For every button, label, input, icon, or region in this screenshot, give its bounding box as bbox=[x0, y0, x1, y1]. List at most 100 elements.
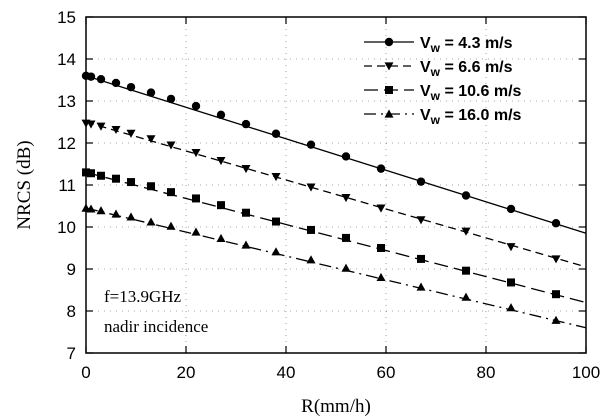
data-point bbox=[271, 129, 281, 138]
data-point bbox=[146, 217, 156, 226]
data-point bbox=[306, 183, 316, 192]
data-point bbox=[377, 244, 385, 252]
data-point bbox=[342, 233, 350, 242]
data-point bbox=[111, 209, 121, 218]
data-point bbox=[127, 178, 135, 187]
data-point bbox=[551, 315, 561, 324]
data-point bbox=[506, 204, 516, 214]
data-point bbox=[341, 152, 351, 161]
data-point bbox=[111, 78, 121, 88]
legend: Vw = 4.3 m/s Vw = 6.6 m/s Vw = 10.6 m/s Vw … bbox=[364, 35, 522, 127]
data-point bbox=[96, 122, 106, 131]
data-point bbox=[552, 290, 560, 299]
series-line bbox=[85, 207, 587, 329]
y-tick-label: 7 bbox=[67, 344, 76, 363]
legend-label: Vw = 16.0 m/s bbox=[420, 107, 522, 127]
grid-lines bbox=[86, 17, 586, 353]
y-tick-label: 9 bbox=[67, 260, 76, 279]
data-point bbox=[341, 194, 351, 203]
data-point bbox=[306, 255, 316, 264]
data-point bbox=[506, 243, 516, 252]
data-point bbox=[216, 110, 226, 120]
legend-marker bbox=[385, 86, 393, 94]
data-point bbox=[146, 88, 156, 97]
y-tick-label: 13 bbox=[57, 92, 76, 111]
data-point bbox=[461, 227, 471, 236]
data-point bbox=[417, 254, 425, 263]
data-point bbox=[341, 263, 351, 272]
data-point bbox=[306, 140, 316, 149]
data-point bbox=[271, 173, 281, 182]
legend-label: Vw = 6.6 m/s bbox=[420, 59, 513, 79]
y-tick-label: 14 bbox=[57, 50, 76, 69]
frequency-annotation: f=13.9GHz bbox=[104, 287, 182, 306]
data-point bbox=[146, 135, 156, 144]
data-point bbox=[506, 303, 516, 312]
data-point bbox=[416, 216, 426, 225]
axis-ticks bbox=[85, 16, 587, 354]
incidence-annotation: nadir incidence bbox=[104, 317, 208, 336]
data-point bbox=[111, 125, 121, 135]
series-line bbox=[85, 121, 587, 268]
data-point bbox=[507, 278, 515, 287]
data-point bbox=[87, 169, 95, 178]
data-point bbox=[217, 201, 225, 210]
legend-marker bbox=[384, 109, 394, 118]
data-point bbox=[126, 129, 136, 138]
data-point bbox=[112, 174, 120, 183]
x-tick-label: 60 bbox=[377, 363, 396, 382]
data-point bbox=[462, 266, 470, 275]
data-point bbox=[416, 282, 426, 291]
data-point bbox=[192, 194, 200, 203]
x-tick-label: 40 bbox=[277, 363, 296, 382]
data-point bbox=[551, 255, 561, 264]
data-point bbox=[241, 165, 251, 174]
data-point bbox=[376, 204, 386, 213]
y-tick-label: 8 bbox=[67, 302, 76, 321]
data-point bbox=[461, 191, 471, 200]
data-point bbox=[191, 149, 201, 158]
data-point bbox=[86, 204, 96, 213]
x-axis-title: R(mm/h) bbox=[301, 396, 371, 417]
data-point bbox=[97, 171, 105, 180]
y-axis-title: NRCS (dB) bbox=[14, 140, 35, 229]
data-point bbox=[271, 247, 281, 256]
data-point bbox=[86, 72, 96, 81]
data-point bbox=[147, 182, 155, 191]
data-point bbox=[461, 292, 471, 301]
data-point bbox=[126, 82, 136, 92]
legend-label: Vw = 4.3 m/s bbox=[420, 35, 513, 55]
data-point bbox=[307, 225, 315, 234]
data-point bbox=[96, 206, 106, 215]
x-tick-label: 100 bbox=[572, 363, 600, 382]
x-tick-label: 0 bbox=[81, 363, 90, 382]
x-tick-label: 20 bbox=[177, 363, 196, 382]
data-point bbox=[166, 221, 176, 230]
data-point bbox=[126, 212, 136, 221]
series-markers bbox=[81, 71, 561, 324]
y-tick-label: 11 bbox=[58, 176, 76, 195]
data-point bbox=[241, 240, 251, 249]
data-point bbox=[376, 164, 386, 173]
data-point bbox=[191, 227, 201, 236]
data-point bbox=[551, 219, 561, 228]
y-tick-label: 12 bbox=[57, 134, 76, 153]
data-point bbox=[86, 120, 96, 129]
data-point bbox=[241, 119, 251, 129]
legend-label: Vw = 10.6 m/s bbox=[420, 83, 522, 103]
data-point bbox=[376, 272, 386, 281]
data-point bbox=[166, 141, 176, 150]
data-point bbox=[216, 233, 226, 242]
x-tick-labels: 0 20 40 60 80 100 bbox=[81, 363, 600, 382]
data-point bbox=[272, 217, 280, 226]
data-point bbox=[216, 157, 226, 166]
data-point bbox=[96, 74, 106, 84]
data-point bbox=[191, 101, 201, 111]
data-point bbox=[166, 94, 176, 104]
legend-marker bbox=[384, 62, 394, 71]
y-tick-label: 10 bbox=[57, 218, 76, 237]
data-point bbox=[416, 177, 426, 186]
legend-marker bbox=[384, 37, 394, 47]
data-point bbox=[167, 188, 175, 197]
